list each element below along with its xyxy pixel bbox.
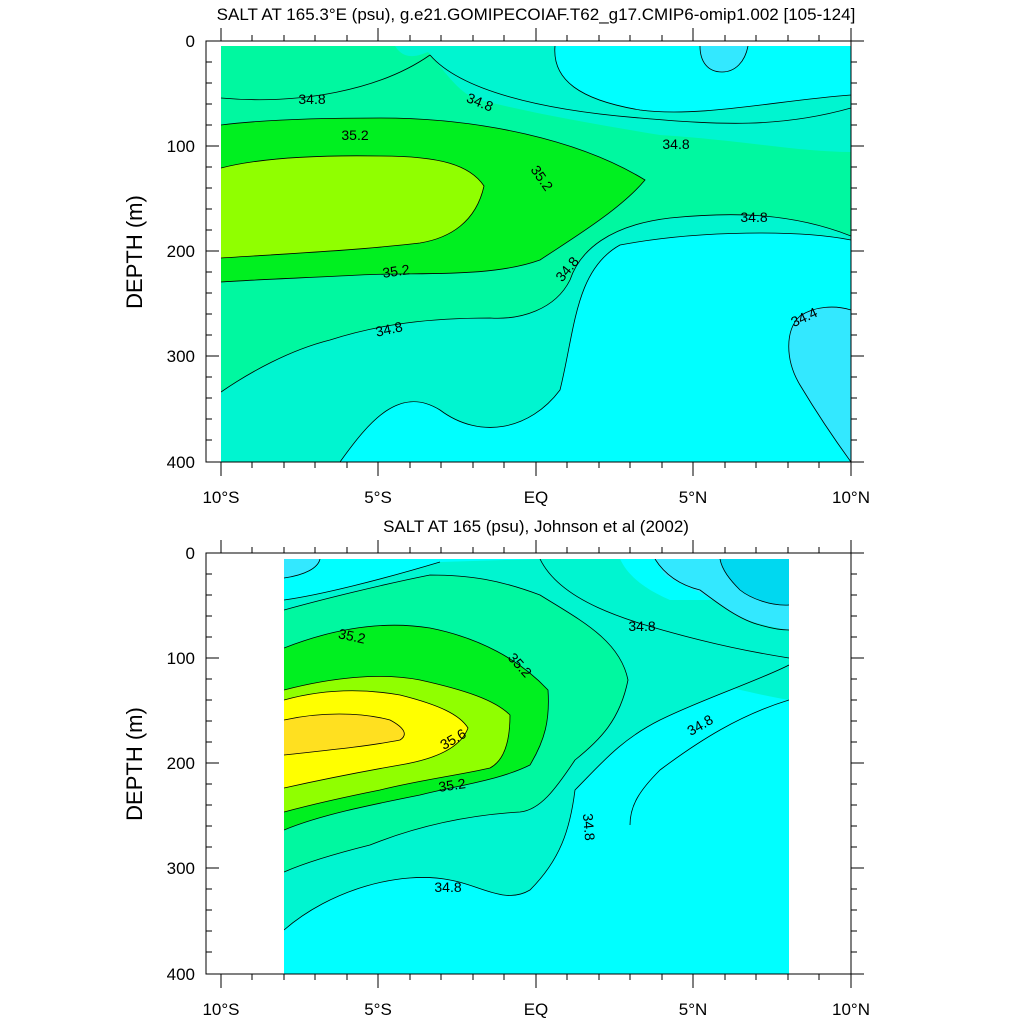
top-contour-fill [221, 46, 851, 462]
bottom-contour-line [654, 559, 789, 631]
top-contour-line [221, 54, 431, 101]
ytick-label: 300 [167, 859, 195, 878]
bottom-fill-35-8 [284, 714, 405, 755]
xtick-label: 10°S [202, 488, 239, 507]
bottom-contour-line [284, 713, 405, 756]
bottom-contour-line [284, 624, 549, 831]
bottom-contour-fill [284, 559, 789, 974]
top-contour-line [339, 232, 851, 462]
contour-label: 35.2 [381, 261, 410, 281]
xtick-label: 5°N [679, 1000, 708, 1019]
top-fill-34-4-surface [700, 46, 748, 72]
top-contour-line [221, 117, 646, 283]
bottom-contour-line [284, 664, 789, 931]
ytick-label: 200 [167, 754, 195, 773]
bottom-panel-title: SALT AT 165 (psu), Johnson et al (2002) [383, 517, 689, 536]
top-panel: SALT AT 165.3°E (psu), g.e21.GOMIPECOIAF… [122, 5, 870, 507]
top-panel-ylabel: DEPTH (m) [122, 195, 147, 309]
bottom-xtick-labels: 10°S 5°S EQ 5°N 10°N [202, 1000, 870, 1019]
xtick-label: 10°S [202, 1000, 239, 1019]
bottom-fill-34-6-east-deep [630, 700, 789, 825]
top-contour-line [221, 155, 485, 259]
top-contour-lines [221, 46, 851, 462]
xtick-label: 10°N [832, 488, 870, 507]
ytick-label: 0 [186, 544, 195, 563]
xtick-label: 5°S [364, 1000, 392, 1019]
contour-label: 35.2 [341, 127, 368, 143]
bottom-ticks [206, 540, 864, 988]
bottom-ytick-labels: 0 100 200 300 400 [167, 544, 195, 984]
bottom-contour-line [539, 559, 789, 659]
ytick-label: 100 [167, 137, 195, 156]
top-contour-line [221, 214, 851, 393]
top-fill-34-4-deep [788, 307, 851, 462]
contour-label: 34.8 [662, 136, 689, 152]
contour-label: 35.2 [337, 625, 367, 646]
top-contour-line [788, 306, 851, 462]
bottom-panel: SALT AT 165 (psu), Johnson et al (2002) … [122, 517, 870, 1019]
bottom-contour-labels: 35.2 35.2 34.8 34.8 35.6 35.2 34.8 34.8 [337, 618, 716, 895]
contour-label: 34.8 [374, 318, 404, 339]
bottom-contour-line [284, 559, 321, 579]
top-contour-line [429, 54, 851, 124]
bottom-contour-line [284, 574, 629, 873]
xtick-label: 10°N [832, 1000, 870, 1019]
contour-label: 34.8 [740, 209, 767, 225]
ytick-label: 400 [167, 965, 195, 984]
contour-label: 35.2 [437, 775, 466, 795]
ytick-label: 100 [167, 649, 195, 668]
top-fill-35-4 [221, 155, 484, 258]
contour-label: 34.8 [434, 879, 461, 895]
ytick-label: 300 [167, 347, 195, 366]
xtick-label: 5°N [679, 488, 708, 507]
contour-label: 34.8 [298, 91, 325, 107]
contour-label: 34.8 [580, 813, 598, 842]
contour-label: 34.8 [628, 618, 655, 634]
top-contour-line [554, 46, 851, 113]
bottom-contour-line [719, 559, 789, 606]
top-panel-title: SALT AT 165.3°E (psu), g.e21.GOMIPECOIAF… [217, 5, 856, 24]
bottom-panel-ylabel: DEPTH (m) [122, 707, 147, 821]
bottom-contour-lines [284, 559, 789, 931]
bottom-contour-line [284, 690, 469, 789]
bottom-fill-34-4-east-core [720, 559, 789, 606]
top-xtick-labels: 10°S 5°S EQ 5°N 10°N [202, 488, 870, 507]
ytick-label: 0 [186, 32, 195, 51]
xtick-label: EQ [524, 1000, 549, 1019]
ytick-label: 200 [167, 242, 195, 261]
ytick-label: 400 [167, 453, 195, 472]
bottom-contour-line [629, 699, 789, 826]
xtick-label: EQ [524, 488, 549, 507]
bottom-fill-34-4-west [284, 559, 320, 578]
bottom-contour-line [284, 561, 441, 601]
top-contour-line [699, 46, 749, 73]
top-ticks [206, 28, 864, 476]
bottom-contour-line [284, 675, 511, 813]
xtick-label: 5°S [364, 488, 392, 507]
top-ytick-labels: 0 100 200 300 400 [167, 32, 195, 472]
